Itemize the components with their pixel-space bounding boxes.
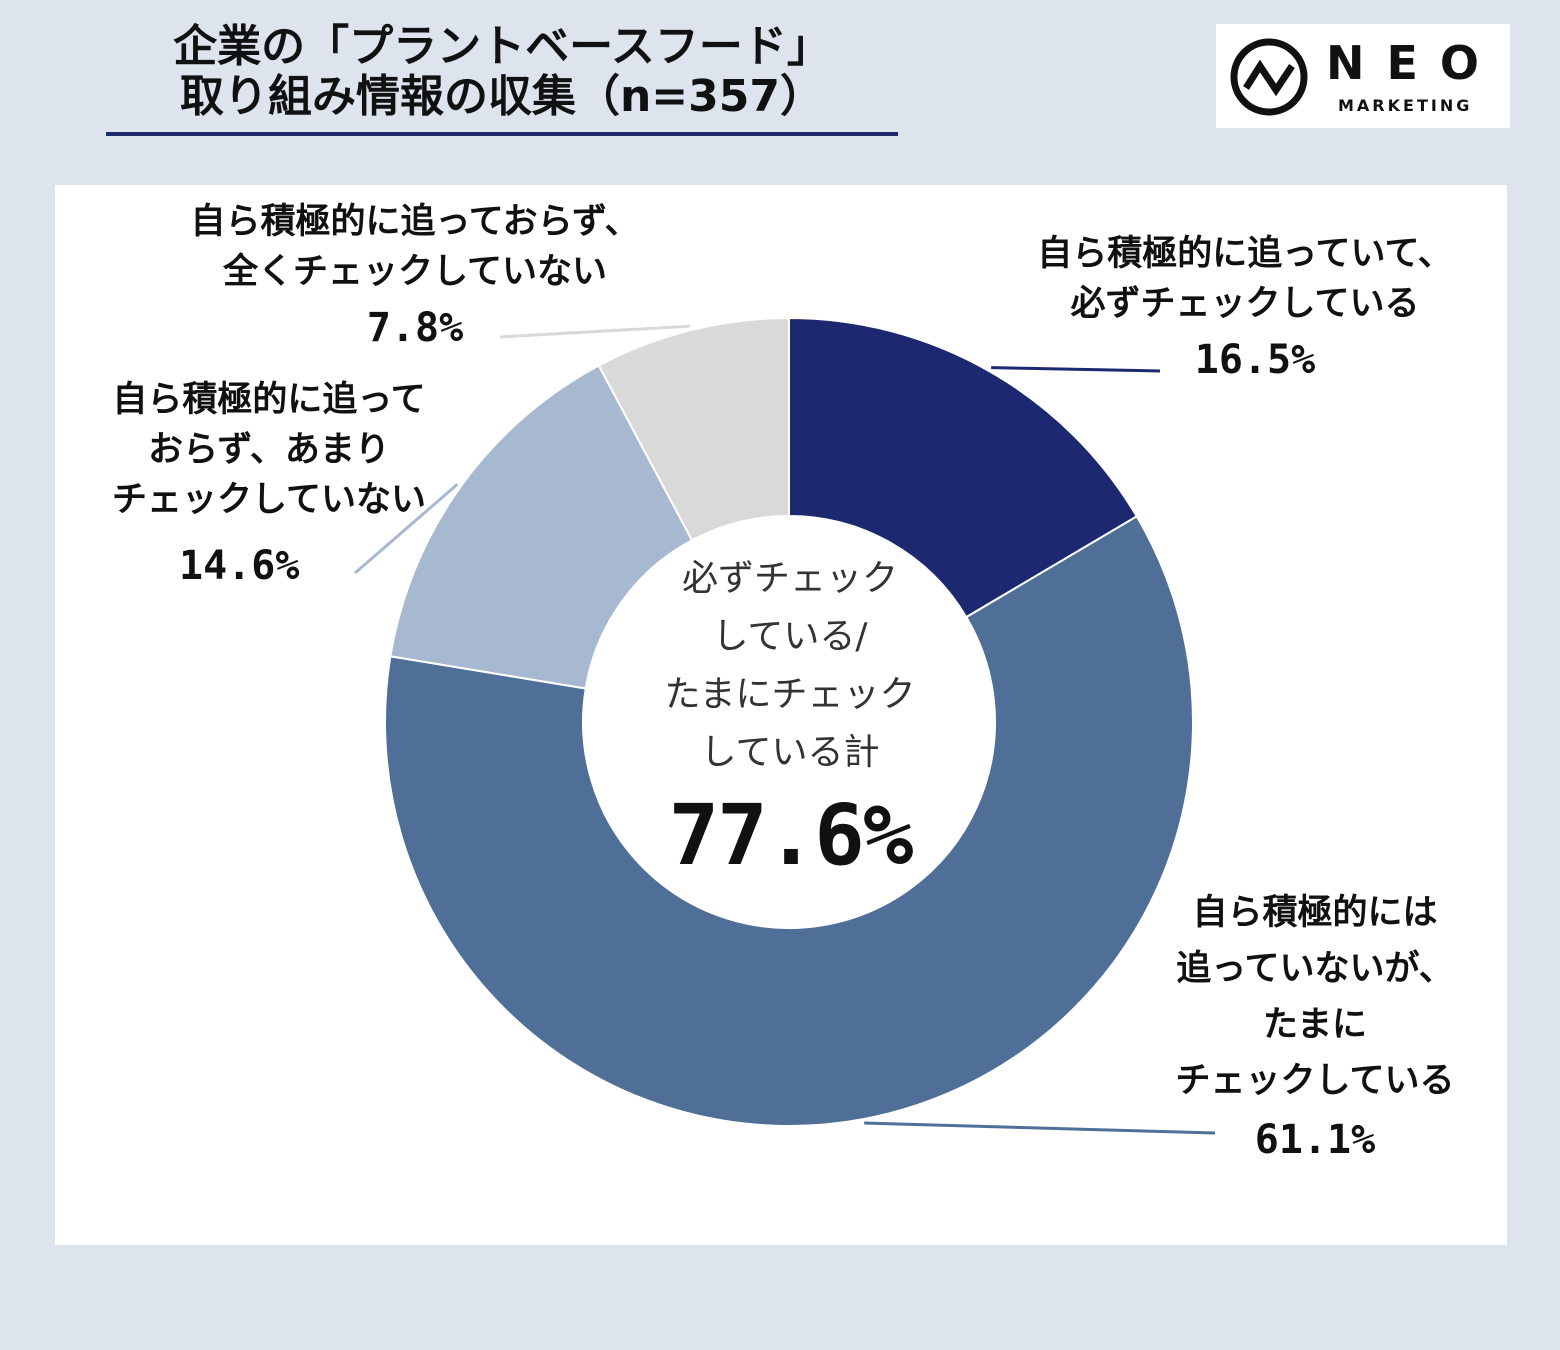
neo-marketing-logo: NEO MARKETING — [1216, 24, 1510, 128]
donut-center-summary: 必ずチェック している/ たまにチェック している計 77.6% — [640, 550, 940, 884]
label-notall-line2: 全くチェックしていない — [223, 252, 607, 292]
logo-pulse-icon — [1230, 38, 1308, 116]
title-underline — [106, 132, 898, 136]
leader-line-must — [991, 366, 1161, 373]
label-must-line2: 必ずチェックしている — [1070, 284, 1420, 324]
center-line4: している計 — [700, 732, 880, 773]
label-rarely-pct: 14.6% — [179, 543, 300, 589]
label-must-pct: 16.5% — [1194, 337, 1316, 383]
chart-panel: 自ら積極的に追っていて、 必ずチェックしている 16.5% 自ら積極的に追ってお… — [55, 185, 1507, 1245]
label-must-line1: 自ら積極的に追っていて、 — [1037, 234, 1453, 274]
label-sometimes-line1: 自ら積極的には — [1192, 893, 1438, 933]
leader-line-rarely — [354, 483, 459, 575]
label-rarely-line3: チェックしていない — [112, 480, 426, 520]
chart-title-line1: 企業の「プラントベースフード」 — [173, 21, 831, 72]
chart-title-line2: 取り組み情報の収集（n=357） — [179, 71, 825, 122]
donut-slice-rarely — [389, 364, 694, 690]
label-rarely-check: 自ら積極的に追って おらず、あまり チェックしていない 14.6% — [69, 375, 469, 591]
label-not-at-all: 自ら積極的に追っておらず、 全くチェックしていない 7.8% — [135, 197, 695, 353]
label-sometimes-line3: たまに — [1263, 1005, 1367, 1045]
label-sometimes-pct: 61.1% — [1254, 1117, 1376, 1163]
center-total-value: 77.6% — [668, 786, 914, 884]
leader-line-sometimes — [864, 1121, 1216, 1135]
center-line3: たまにチェック — [664, 674, 916, 715]
label-sometimes-line4: チェックしている — [1175, 1061, 1455, 1101]
logo-subtitle: MARKETING — [1338, 96, 1473, 115]
label-notall-pct: 7.8% — [366, 305, 464, 351]
label-rarely-line2: おらず、あまり — [148, 430, 390, 470]
label-notall-line1: 自ら積極的に追っておらず、 — [190, 202, 640, 242]
donut-slice-notall — [597, 316, 790, 542]
label-rarely-line1: 自ら積極的に追って — [112, 380, 426, 420]
label-must-check: 自ら積極的に追っていて、 必ずチェックしている 16.5% — [995, 229, 1495, 385]
center-line1: 必ずチェック — [681, 558, 898, 599]
donut-chart — [354, 316, 1216, 1135]
chart-title: 企業の「プラントベースフード」 取り組み情報の収集（n=357） — [106, 22, 898, 122]
center-caption: 必ずチェック している/ たまにチェック している計 — [640, 550, 940, 782]
center-line2: している/ — [712, 616, 868, 657]
donut-slice-must — [788, 316, 1139, 619]
donut-slice-sometimes — [384, 514, 1194, 1127]
logo-wordmark: NEO — [1326, 36, 1502, 90]
label-sometimes-line2: 追っていないが、 — [1176, 949, 1454, 989]
label-sometimes-check: 自ら積極的には 追っていないが、 たまに チェックしている 61.1% — [1135, 885, 1495, 1165]
leader-line-notall — [499, 324, 691, 339]
